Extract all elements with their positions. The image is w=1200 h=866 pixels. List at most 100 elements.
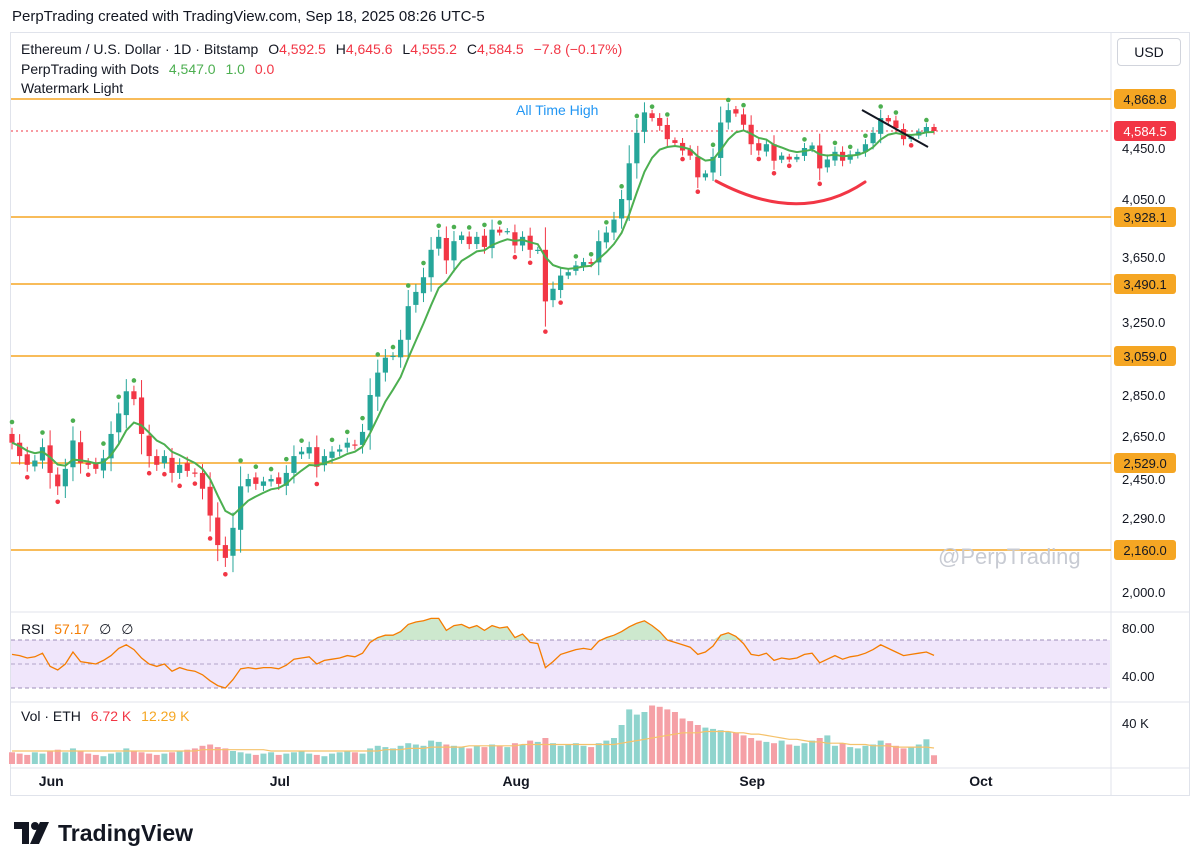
volume-bar [382,747,389,764]
volume-bar [420,745,427,764]
volume-bar [854,748,861,764]
candle-body [702,173,709,178]
candle-body [390,355,396,358]
trendline [861,109,929,148]
volume-bar [550,743,557,764]
volume-bar [557,745,564,764]
volume-bar [610,738,617,764]
indicator-dot [588,251,594,257]
indicator-dot [466,225,472,230]
indicator-dot [695,189,701,195]
volume-bar [603,740,610,764]
candle-body [519,236,526,246]
symbol-title[interactable]: Ethereum / U.S. Dollar · 1D · Bitstamp [21,41,259,57]
candle-body [687,149,693,156]
indicator-dot [817,181,823,187]
volume-bar [771,743,777,764]
level-label-bg-1 [1114,206,1176,227]
volume-label[interactable]: Vol · ETH [21,708,81,724]
volume-ma-line [12,730,935,752]
time-tick-3: Sep [739,773,765,789]
level-label-bg-5 [1114,540,1176,560]
candle-body [276,477,282,484]
candle-body [870,132,876,144]
indicator-dot [893,110,899,115]
indicator-name[interactable]: PerpTrading with Dots [21,61,159,77]
volume-bar [534,741,541,764]
indicator-dot [908,143,914,148]
volume-bar [245,753,252,764]
volume-bar [900,748,907,764]
indicator-dot [284,456,289,462]
volume-bar [191,748,198,764]
candle-body [588,262,594,264]
candle-body [413,291,419,305]
volume-bar [763,741,770,764]
candle-body [32,460,38,467]
price-tick-0: 4,450.0 [1122,141,1165,156]
time-tick-2: Aug [502,773,529,789]
candle-body [39,447,46,461]
volume-bar [504,747,511,764]
close-value: 4,584.5 [476,41,524,57]
last-price-label-bg [1114,121,1176,141]
volume-bar [62,752,69,764]
indicator-dot [146,470,152,476]
candle-body [253,477,259,484]
rsi-legend: RSI 57.17 ∅ ∅ [21,621,139,638]
volume-bar [275,754,282,764]
tradingview-logo-icon [14,822,49,844]
volume-legend: Vol · ETH 6.72 K 12.29 K [21,708,195,724]
indicator-dot [70,418,76,423]
volume-bar [359,753,366,764]
volume-bar [580,745,587,764]
volume-bar [313,754,320,764]
currency-button[interactable]: USD [1117,38,1181,66]
chart-frame[interactable] [10,32,1190,796]
candle-body [367,395,373,431]
rsi-label[interactable]: RSI [21,621,45,637]
level-label-3: 3,059.0 [1123,349,1166,364]
candle-body [740,114,747,125]
level-label-1: 3,928.1 [1123,210,1166,225]
candle-body [359,431,366,445]
candle-body [733,109,739,114]
volume-bar [321,756,328,764]
volume-bar [679,718,686,764]
volume-bar [908,747,915,764]
indicator-dot [268,466,274,472]
candle-body [17,442,23,457]
last-price-label: 4,584.5 [1114,121,1176,141]
indicator-dot [101,441,106,446]
level-label-2: 3,490.1 [1123,277,1166,292]
volume-bar [664,709,671,764]
candle-body [283,472,289,486]
volume-bar [466,748,473,764]
volume-bar [595,743,602,764]
rsi-line [11,617,935,689]
candle-body [93,463,99,469]
volume-bar [184,749,191,764]
high-label: H [335,41,346,57]
volume-bar [222,748,229,764]
candle-body [893,120,899,129]
volume-bar [481,747,488,764]
volume-bar [237,752,244,764]
candle-body [116,413,122,433]
volume-bar [268,752,275,764]
volume-bar [123,748,130,764]
watermark-indicator-name[interactable]: Watermark Light [21,80,124,96]
indicator-dot [634,113,640,119]
volume-bar [130,751,137,764]
indicator-dot [253,464,259,470]
candle-body [603,232,609,243]
volume-bar [199,745,206,764]
candle-body [337,449,343,452]
candle-body [260,481,267,486]
candle-body [70,440,76,468]
candle-body [306,447,312,454]
volume-bar [214,747,221,764]
volume-bar [732,732,739,764]
indicator-dot [680,156,685,162]
